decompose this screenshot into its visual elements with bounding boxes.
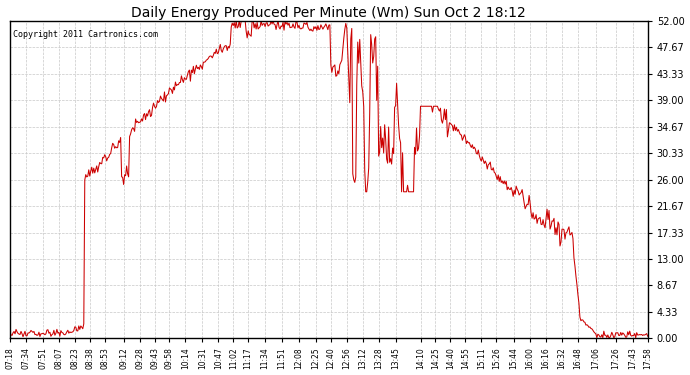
Title: Daily Energy Produced Per Minute (Wm) Sun Oct 2 18:12: Daily Energy Produced Per Minute (Wm) Su… [132, 6, 526, 20]
Text: Copyright 2011 Cartronics.com: Copyright 2011 Cartronics.com [13, 30, 158, 39]
